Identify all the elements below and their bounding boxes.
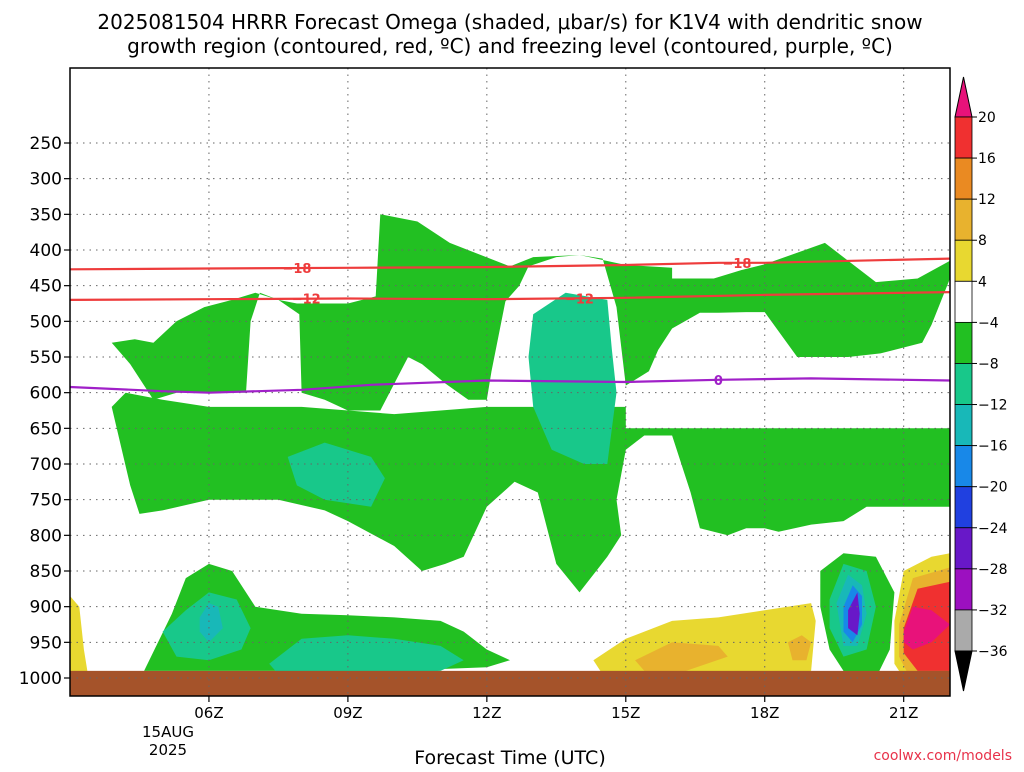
colorbar-label-11: −28 bbox=[978, 562, 1008, 578]
y-tick-label-550: 550 bbox=[30, 348, 62, 368]
omega-shading bbox=[70, 214, 950, 678]
y-tick-label-800: 800 bbox=[30, 526, 62, 546]
colorbar-label-1: 16 bbox=[978, 151, 996, 167]
colorbar-label-7: −12 bbox=[978, 398, 1008, 414]
y-tick-label-950: 950 bbox=[30, 633, 62, 653]
ground-layer bbox=[70, 670, 950, 696]
contour-label-0-0: −18 bbox=[282, 262, 311, 277]
omega-region-9 bbox=[593, 603, 816, 676]
y-tick-label-850: 850 bbox=[30, 562, 62, 582]
colorbar-cell-7 bbox=[954, 404, 973, 447]
colorbar-label-13: −36 bbox=[978, 644, 1008, 660]
contour-label-0-1: −18 bbox=[722, 257, 751, 272]
colorbar-cell-8 bbox=[954, 445, 973, 488]
x-tick-label-18Z: 18Z bbox=[750, 704, 779, 722]
colorbar-label-8: −16 bbox=[978, 439, 1008, 455]
colorbar-label-2: 12 bbox=[978, 192, 996, 208]
colorbar: 20 16 12 8 4 −4 −8 −12 −16 −20 −24 −28 −32 −36 bbox=[954, 76, 1008, 692]
x-tick-label-06Z: 06Z bbox=[194, 704, 223, 722]
x-tick-label-21Z: 21Z bbox=[889, 704, 918, 722]
y-tick-label-700: 700 bbox=[30, 455, 62, 475]
colorbar-cell-5 bbox=[954, 321, 973, 364]
colorbar-label-3: 8 bbox=[978, 233, 987, 249]
colorbar-arrow-top bbox=[954, 76, 973, 118]
y-tick-label-450: 450 bbox=[30, 277, 62, 297]
omega-region-8 bbox=[199, 603, 223, 643]
omega-region-10 bbox=[635, 642, 728, 671]
contour-lines: −18 −18 −12 −12 0 bbox=[69, 257, 951, 394]
y-tick-label-300: 300 bbox=[30, 170, 62, 190]
omega-region-16 bbox=[903, 606, 950, 650]
omega-region-5 bbox=[287, 442, 385, 507]
y-tick-label-600: 600 bbox=[30, 384, 62, 404]
y-tick-label-350: 350 bbox=[30, 205, 62, 225]
colorbar-cell-1 bbox=[954, 157, 973, 200]
colorbar-label-10: −24 bbox=[978, 521, 1008, 537]
omega-region-11 bbox=[787, 635, 812, 661]
colorbar-cell-11 bbox=[954, 568, 973, 611]
chart-title-line2: growth region (contoured, red, ºC) and f… bbox=[127, 34, 893, 58]
date-label-day: 15AUG bbox=[142, 723, 194, 741]
y-axis: 250 300 350 400 450 500 550 600 650 700 750 800 850 9… bbox=[19, 134, 70, 689]
colorbar-cell-10 bbox=[954, 527, 973, 570]
colorbar-label-5: −4 bbox=[978, 315, 999, 331]
contour-label-1-1: −12 bbox=[565, 292, 594, 307]
colorbar-label-4: 4 bbox=[978, 274, 987, 290]
y-tick-label-750: 750 bbox=[30, 491, 62, 511]
colorbar-cell-6 bbox=[954, 363, 973, 405]
date-label-year: 2025 bbox=[149, 741, 187, 759]
contour-line-1 bbox=[69, 291, 951, 301]
contour-line-2 bbox=[69, 377, 951, 394]
plot-frame bbox=[69, 67, 951, 697]
omega-region-1 bbox=[111, 392, 950, 593]
y-tick-label-1000: 1000 bbox=[19, 669, 62, 689]
omega-region-20 bbox=[848, 592, 860, 636]
colorbar-cell-0 bbox=[954, 116, 973, 159]
colorbar-cell-4 bbox=[954, 280, 973, 323]
y-tick-label-500: 500 bbox=[30, 312, 62, 332]
colorbar-cell-3 bbox=[954, 239, 973, 282]
credit-link[interactable]: coolwx.com/models bbox=[874, 748, 1012, 764]
chart-title-line1: 2025081504 HRRR Forecast Omega (shaded, … bbox=[97, 10, 922, 34]
colorbar-cell-9 bbox=[954, 486, 973, 529]
colorbar-cell-12 bbox=[954, 609, 973, 652]
omega-region-0 bbox=[111, 214, 950, 411]
grid bbox=[70, 68, 950, 696]
colorbar-label-6: −8 bbox=[978, 356, 999, 372]
x-tick-label-12Z: 12Z bbox=[472, 704, 501, 722]
contour-label-1-0: −12 bbox=[292, 293, 321, 308]
x-tick-label-09Z: 09Z bbox=[333, 704, 362, 722]
colorbar-cell-2 bbox=[954, 198, 973, 241]
colorbar-label-9: −20 bbox=[978, 480, 1008, 496]
contour-line-0 bbox=[69, 257, 951, 271]
y-tick-label-250: 250 bbox=[30, 134, 62, 154]
x-axis: 06Z 09Z 12Z 15Z 18Z 21Z bbox=[194, 696, 918, 722]
colorbar-arrow-bottom bbox=[954, 650, 973, 692]
y-tick-label-900: 900 bbox=[30, 598, 62, 618]
y-tick-label-650: 650 bbox=[30, 419, 62, 439]
y-tick-label-400: 400 bbox=[30, 241, 62, 261]
contour-label-2-0: 0 bbox=[714, 374, 723, 389]
x-axis-label: Forecast Time (UTC) bbox=[414, 747, 605, 768]
omega-region-4 bbox=[528, 292, 617, 464]
omega-region-12 bbox=[70, 596, 89, 678]
colorbar-label-12: −32 bbox=[978, 603, 1008, 619]
colorbar-label-0: 20 bbox=[978, 110, 996, 126]
ground-rect bbox=[70, 670, 950, 696]
x-tick-label-15Z: 15Z bbox=[611, 704, 640, 722]
omega-region-7 bbox=[269, 635, 464, 675]
